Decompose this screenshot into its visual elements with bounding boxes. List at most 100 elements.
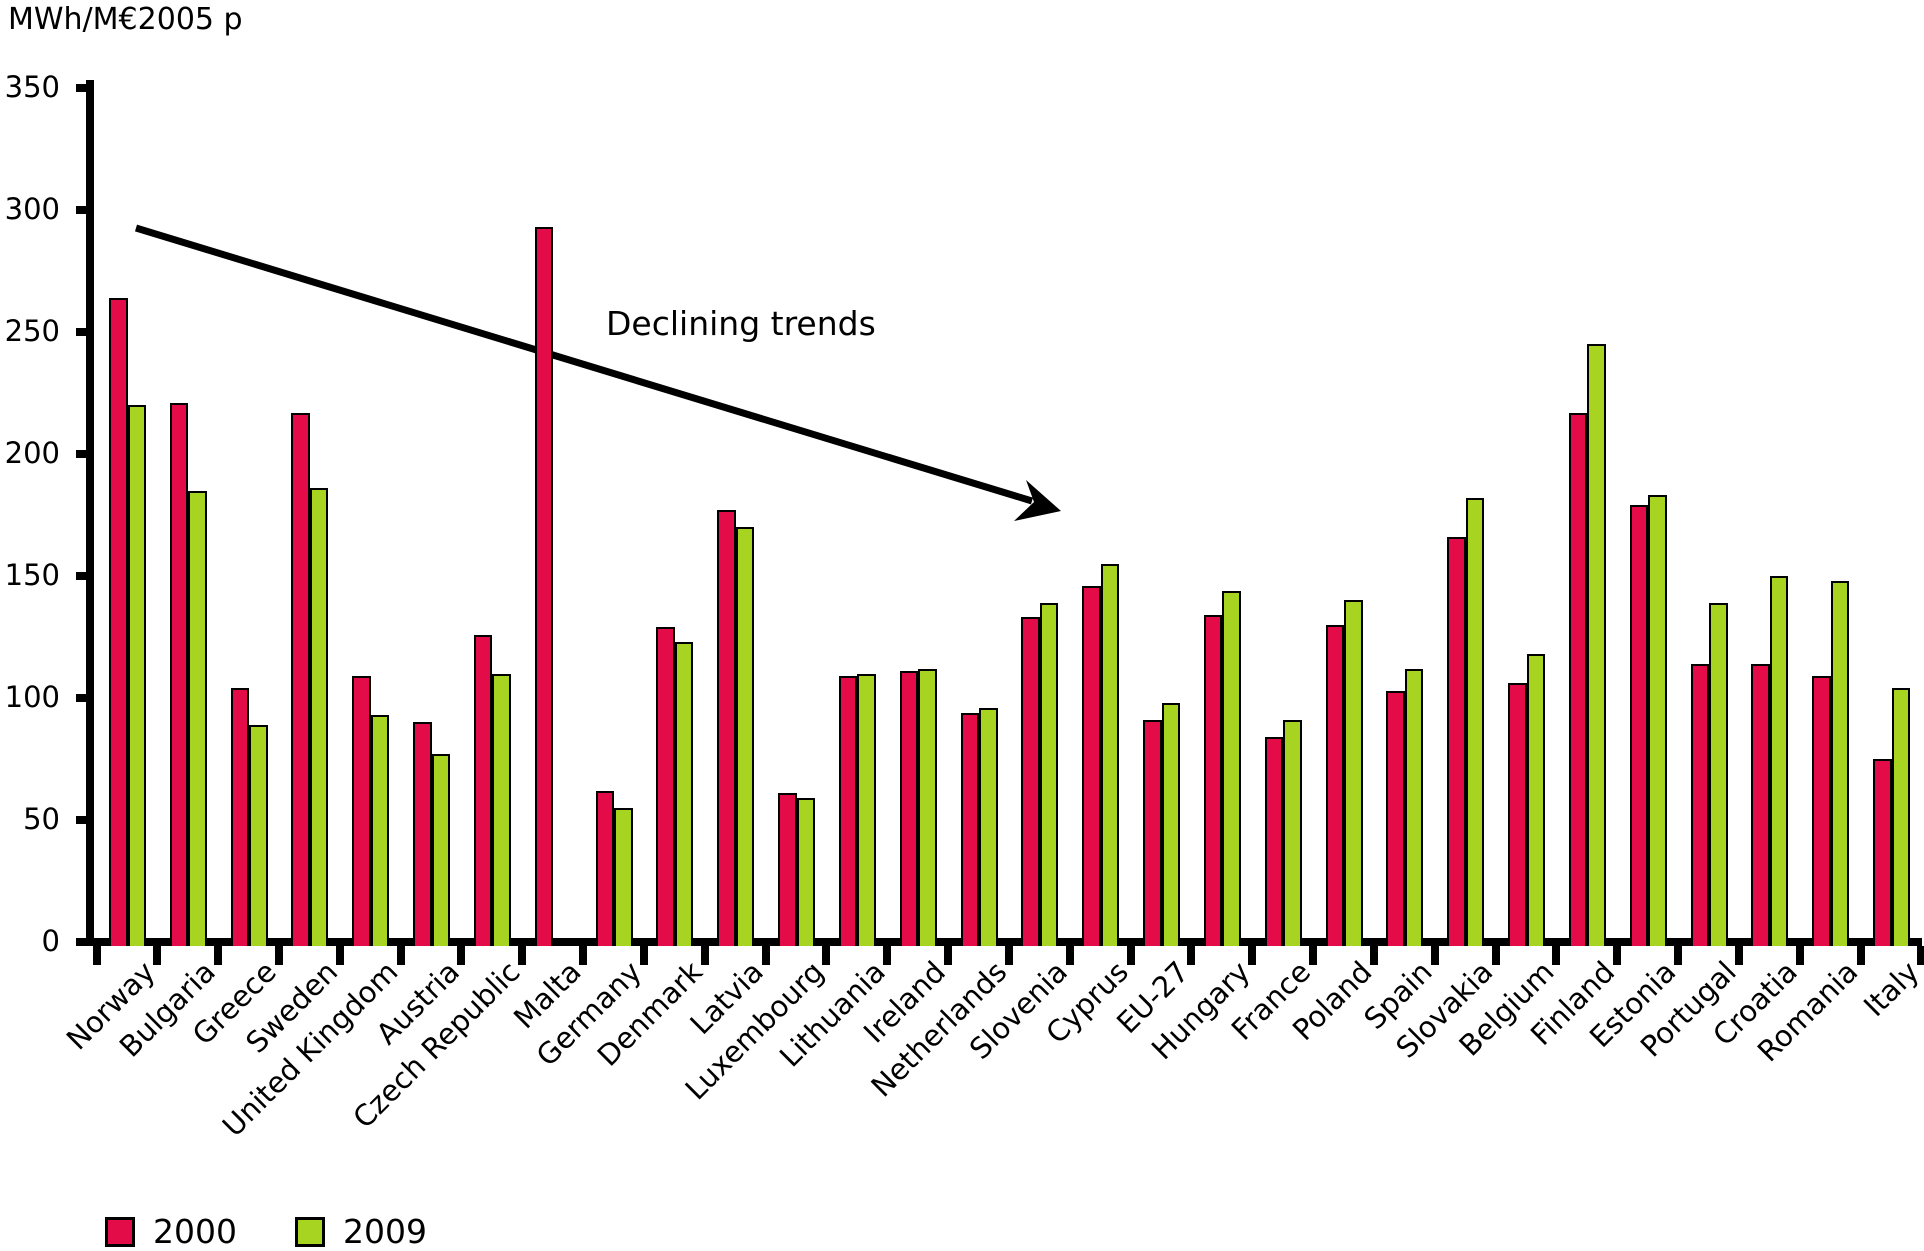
x-tick: [153, 946, 162, 965]
bar-2009-luxembourg: [796, 798, 816, 946]
x-tick: [1309, 946, 1318, 965]
bar-2000-slovenia: [1021, 617, 1040, 946]
x-tick: [1369, 946, 1378, 965]
bar-2009-romania: [1830, 580, 1850, 946]
bar-2009-latvia: [735, 527, 755, 946]
x-tick: [700, 946, 709, 965]
x-tick: [1248, 946, 1257, 965]
bar-2000-latvia: [717, 510, 736, 946]
y-tick-label: 200: [4, 436, 60, 470]
x-tick: [335, 946, 344, 965]
y-axis-unit-label: MWh/M€2005 p: [8, 2, 243, 37]
bar-2000-belgium: [1508, 683, 1527, 946]
x-tick: [1004, 946, 1013, 965]
x-tick: [92, 946, 101, 965]
bar-2009-netherlands: [979, 707, 998, 946]
bar-2000-eu-27: [1143, 719, 1162, 946]
x-tick: [1187, 946, 1196, 965]
bar-2000-norway: [109, 297, 128, 946]
x-tick: [639, 946, 648, 965]
x-tick: [1795, 946, 1804, 965]
bar-2000-france: [1264, 737, 1284, 946]
bar-2000-czech-republic: [473, 634, 493, 946]
y-tick-label: 300: [4, 192, 60, 226]
x-tick: [822, 946, 831, 965]
x-axis-line: [84, 938, 1922, 946]
bar-2000-slovakia: [1447, 536, 1466, 946]
bar-2000-denmark: [656, 627, 675, 946]
bar-2000-sweden: [291, 412, 310, 946]
bar-2009-norway: [127, 405, 146, 946]
bar-2000-cyprus: [1082, 585, 1101, 946]
legend-swatch-2009: [295, 1216, 325, 1247]
bar-2009-sweden: [309, 488, 329, 946]
bar-2009-united-kingdom: [370, 715, 390, 946]
y-tick: [76, 450, 94, 458]
bar-2009-austria: [431, 754, 451, 946]
x-tick: [1856, 946, 1865, 965]
bar-2000-croatia: [1751, 663, 1770, 946]
bar-2009-cyprus: [1100, 563, 1120, 946]
x-tick: [1674, 946, 1683, 965]
x-tick: [1613, 946, 1622, 965]
x-tick: [1065, 946, 1074, 965]
y-tick: [76, 938, 94, 946]
bar-2000-united-kingdom: [352, 676, 371, 946]
x-tick: [944, 946, 953, 965]
y-axis-line: [86, 80, 94, 946]
x-tick: [396, 946, 405, 965]
legend-item-2009: 2009: [295, 1212, 427, 1251]
bar-2009-finland: [1587, 344, 1606, 946]
legend-label-2000: 2000: [153, 1212, 237, 1251]
y-tick-label: 350: [4, 70, 60, 104]
bar-2000-lithuania: [838, 676, 858, 946]
bar-2009-belgium: [1526, 654, 1546, 946]
bar-2000-finland: [1568, 412, 1588, 946]
bar-2009-slovakia: [1465, 497, 1485, 946]
bar-2009-eu-27: [1161, 702, 1181, 946]
bar-2009-italy: [1891, 688, 1911, 946]
x-tick: [274, 946, 283, 965]
bar-2009-poland: [1344, 600, 1363, 946]
bar-2000-bulgaria: [169, 402, 189, 946]
bar-2000-romania: [1812, 676, 1831, 946]
x-tick: [1917, 946, 1924, 965]
bar-2000-netherlands: [960, 712, 980, 946]
bar-2009-spain: [1404, 668, 1424, 946]
y-tick: [76, 694, 94, 702]
y-tick: [76, 206, 94, 214]
bar-2009-bulgaria: [188, 490, 207, 946]
bar-2000-greece: [230, 688, 250, 946]
bar-2000-spain: [1386, 690, 1405, 946]
bar-2009-portugal: [1709, 602, 1728, 946]
bar-2009-ireland: [918, 668, 937, 946]
bar-2000-italy: [1873, 759, 1892, 946]
bar-2009-hungary: [1222, 590, 1241, 946]
bar-2009-germany: [614, 807, 633, 946]
legend-label-2009: 2009: [343, 1212, 427, 1251]
bar-2000-estonia: [1629, 505, 1649, 946]
y-tick-label: 50: [23, 802, 60, 836]
trend-annotation-label: Declining trends: [606, 304, 876, 343]
bar-2009-slovenia: [1039, 602, 1059, 946]
y-tick: [76, 816, 94, 824]
y-tick: [76, 328, 94, 336]
bar-2000-luxembourg: [778, 793, 797, 946]
y-tick: [76, 572, 94, 580]
y-tick-label: 0: [41, 924, 60, 958]
bar-2009-denmark: [674, 641, 694, 946]
x-tick: [518, 946, 527, 965]
x-tick: [1430, 946, 1439, 965]
y-tick-label: 100: [4, 680, 60, 714]
bar-2000-austria: [413, 722, 432, 946]
x-category-label: Italy: [1857, 954, 1924, 1024]
legend-swatch-2000: [105, 1216, 135, 1247]
bar-2009-france: [1283, 719, 1302, 946]
y-tick-label: 250: [4, 314, 60, 348]
bar-2009-czech-republic: [492, 673, 511, 946]
x-tick: [883, 946, 892, 965]
bar-2000-poland: [1325, 624, 1345, 946]
x-tick: [1491, 946, 1500, 965]
